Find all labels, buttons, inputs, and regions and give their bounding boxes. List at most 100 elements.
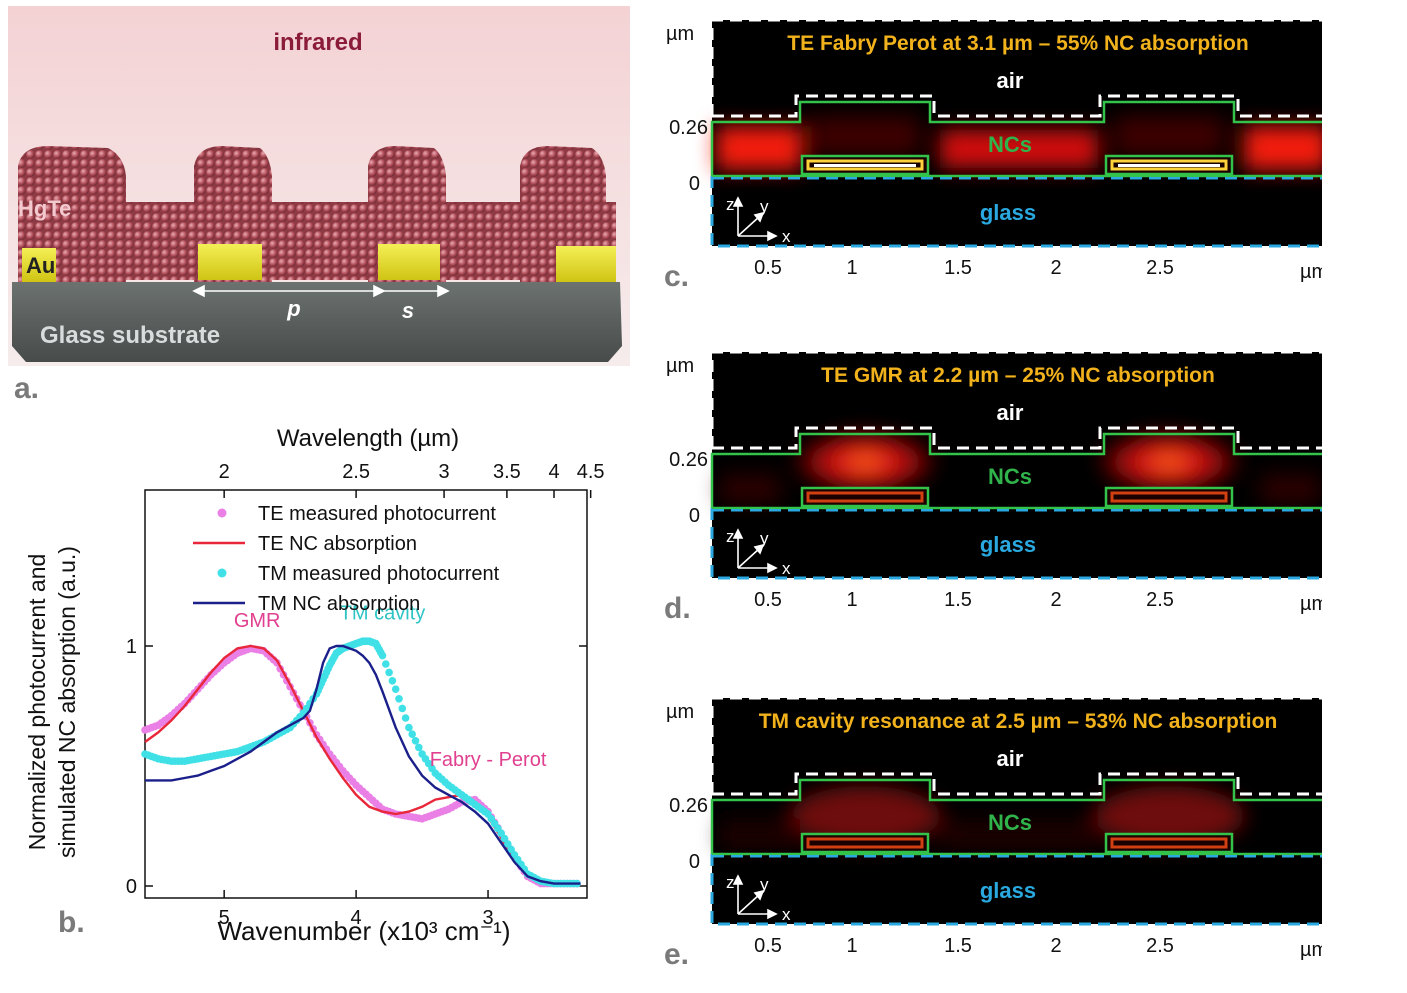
gap-label: s bbox=[402, 298, 414, 323]
y-unit-label: µm bbox=[666, 355, 694, 377]
top-tick-label-3: 3.5 bbox=[493, 461, 521, 483]
glass-label: glass bbox=[980, 532, 1036, 557]
x-unit-label: µm bbox=[1300, 939, 1322, 961]
data-point bbox=[408, 730, 417, 738]
gold-stripe-outline bbox=[800, 486, 930, 508]
glass-substrate bbox=[12, 282, 622, 362]
glass-label: glass bbox=[980, 878, 1036, 903]
axis-z-label: z bbox=[726, 527, 735, 546]
x-tick-label-2: 1.5 bbox=[944, 935, 972, 957]
data-point bbox=[395, 695, 403, 703]
substrate-label: Glass substrate bbox=[40, 322, 220, 349]
gold-stripe-hotspot bbox=[806, 837, 924, 849]
top-tick-label-5: 4.5 bbox=[577, 461, 605, 483]
series-line-3 bbox=[145, 644, 581, 885]
gold-stripe-outline bbox=[1104, 486, 1234, 508]
series-points-2 bbox=[141, 637, 581, 888]
data-point bbox=[398, 704, 407, 713]
air-label: air bbox=[997, 746, 1024, 771]
panel-title: TE Fabry Perot at 3.1 µm – 55% NC absorp… bbox=[787, 32, 1248, 55]
spectra-chart: 5 4 3 0 1 2 2.5 3 3.5 4 4.5 GMR TM cavity Fabry - Pe… bbox=[24, 425, 605, 946]
y-label-top: 0.26 bbox=[669, 795, 708, 817]
x-tick-label-2: 1.5 bbox=[944, 589, 972, 611]
legend-label-1: TE NC absorption bbox=[258, 533, 417, 555]
field-map-tm: TM cavity resonance at 2.5 µm – 53% NC a… bbox=[666, 696, 1386, 961]
field-map-fp: TE Fabry Perot at 3.1 µm – 55% NC absorp… bbox=[666, 18, 1391, 283]
gap-arrow bbox=[384, 284, 450, 298]
gold-stripe-outline bbox=[1104, 832, 1234, 854]
air-label: air bbox=[997, 400, 1024, 425]
infrared-label: infrared bbox=[273, 29, 362, 56]
panel-a: infrared HgTe Au p s Glass substrate bbox=[8, 6, 630, 366]
panel-letter-fp: c. bbox=[664, 260, 690, 293]
axis-z-label: z bbox=[726, 873, 735, 892]
x-tick-label-1: 4 bbox=[351, 907, 362, 929]
gold-stripe-hotspot bbox=[1110, 491, 1228, 503]
ncs-label: NCs bbox=[988, 464, 1032, 489]
period-arrow bbox=[192, 284, 386, 298]
gold-stripe-outline bbox=[800, 832, 930, 854]
gold-stripe-hotspot bbox=[1110, 837, 1228, 849]
plot-frame bbox=[144, 489, 588, 899]
air-boundary bbox=[712, 426, 1330, 450]
data-point bbox=[385, 668, 393, 677]
x-tick-label-1: 1 bbox=[846, 589, 857, 611]
legend-swatch-2 bbox=[217, 568, 227, 578]
field-panel-gmr: TE GMR at 2.2 µm – 25% NC absorption air N… bbox=[660, 342, 1376, 642]
y-axis-label-line1: Normalized photocurrent and bbox=[24, 554, 50, 851]
x-tick-label-4: 2.5 bbox=[1146, 257, 1174, 279]
data-point bbox=[391, 685, 400, 693]
legend-label-2: TM measured photocurrent bbox=[258, 563, 500, 585]
hgte-label: HgTe bbox=[18, 196, 71, 221]
x-tick-label-3: 2 bbox=[1050, 589, 1061, 611]
x-tick-label-1: 1 bbox=[846, 935, 857, 957]
y-label-top: 0.26 bbox=[669, 449, 708, 471]
panel-b: 5 4 3 0 1 2 2.5 3 3.5 4 4.5 GMR TM cavity Fabry - Pe… bbox=[0, 410, 640, 963]
ncs-label: NCs bbox=[988, 132, 1032, 157]
axes-glyph bbox=[732, 528, 778, 574]
gold-stripe-core bbox=[814, 164, 916, 167]
legend-label-0: TE measured photocurrent bbox=[258, 503, 496, 525]
y-label-bottom: 0 bbox=[689, 851, 700, 873]
axis-x-label: x bbox=[782, 559, 791, 578]
field-intensity bbox=[716, 116, 1328, 170]
panel-title: TE GMR at 2.2 µm – 25% NC absorption bbox=[821, 364, 1215, 387]
x-tick-label-0: 0.5 bbox=[754, 589, 782, 611]
axis-y-label: y bbox=[760, 875, 769, 894]
panel-letter-gmr: d. bbox=[664, 592, 691, 625]
y-label-bottom: 0 bbox=[689, 505, 700, 527]
annotation-1: TM cavity bbox=[340, 603, 426, 625]
axes-glyph bbox=[732, 874, 778, 920]
panel-a-letter: a. bbox=[14, 372, 40, 405]
data-point bbox=[378, 651, 387, 660]
au-label: Au bbox=[26, 253, 55, 278]
field-panel-fp: TE Fabry Perot at 3.1 µm – 55% NC absorp… bbox=[660, 10, 1391, 310]
x-unit-label: µm bbox=[1300, 593, 1322, 615]
x-tick-label-0: 0.5 bbox=[754, 935, 782, 957]
x-tick-label-1: 1 bbox=[846, 257, 857, 279]
x-tick-label-3: 2 bbox=[1050, 257, 1061, 279]
axis-z-label: z bbox=[726, 195, 735, 214]
top-axis-label: Wavelength (µm) bbox=[277, 425, 459, 452]
gold-stripe-3 bbox=[378, 244, 440, 280]
x-tick-label-0: 0.5 bbox=[754, 257, 782, 279]
y-label-top: 0.26 bbox=[669, 117, 708, 139]
panel-letter-tm: e. bbox=[664, 938, 690, 971]
top-tick-label-1: 2.5 bbox=[342, 461, 370, 483]
axis-y-label: y bbox=[760, 197, 769, 216]
x-tick-label-4: 2.5 bbox=[1146, 935, 1174, 957]
field-intensity bbox=[720, 428, 1320, 504]
data-point bbox=[415, 743, 423, 752]
top-tick-label-4: 4 bbox=[548, 461, 559, 483]
axis-y-label: y bbox=[760, 529, 769, 548]
x-unit-label: µm bbox=[1300, 261, 1322, 283]
gold-stripe-hotspot bbox=[1110, 159, 1228, 171]
y-tick-label-0: 0 bbox=[126, 876, 137, 898]
y-unit-label: µm bbox=[666, 23, 694, 45]
panel-b-letter: b. bbox=[58, 906, 85, 939]
axes-glyph bbox=[732, 196, 778, 242]
gold-stripe-hotspot bbox=[806, 491, 924, 503]
y-tick-label-1: 1 bbox=[126, 636, 137, 658]
x-tick-label-3: 2 bbox=[1050, 935, 1061, 957]
field-panel-tm: TM cavity resonance at 2.5 µm – 53% NC a… bbox=[660, 688, 1386, 988]
